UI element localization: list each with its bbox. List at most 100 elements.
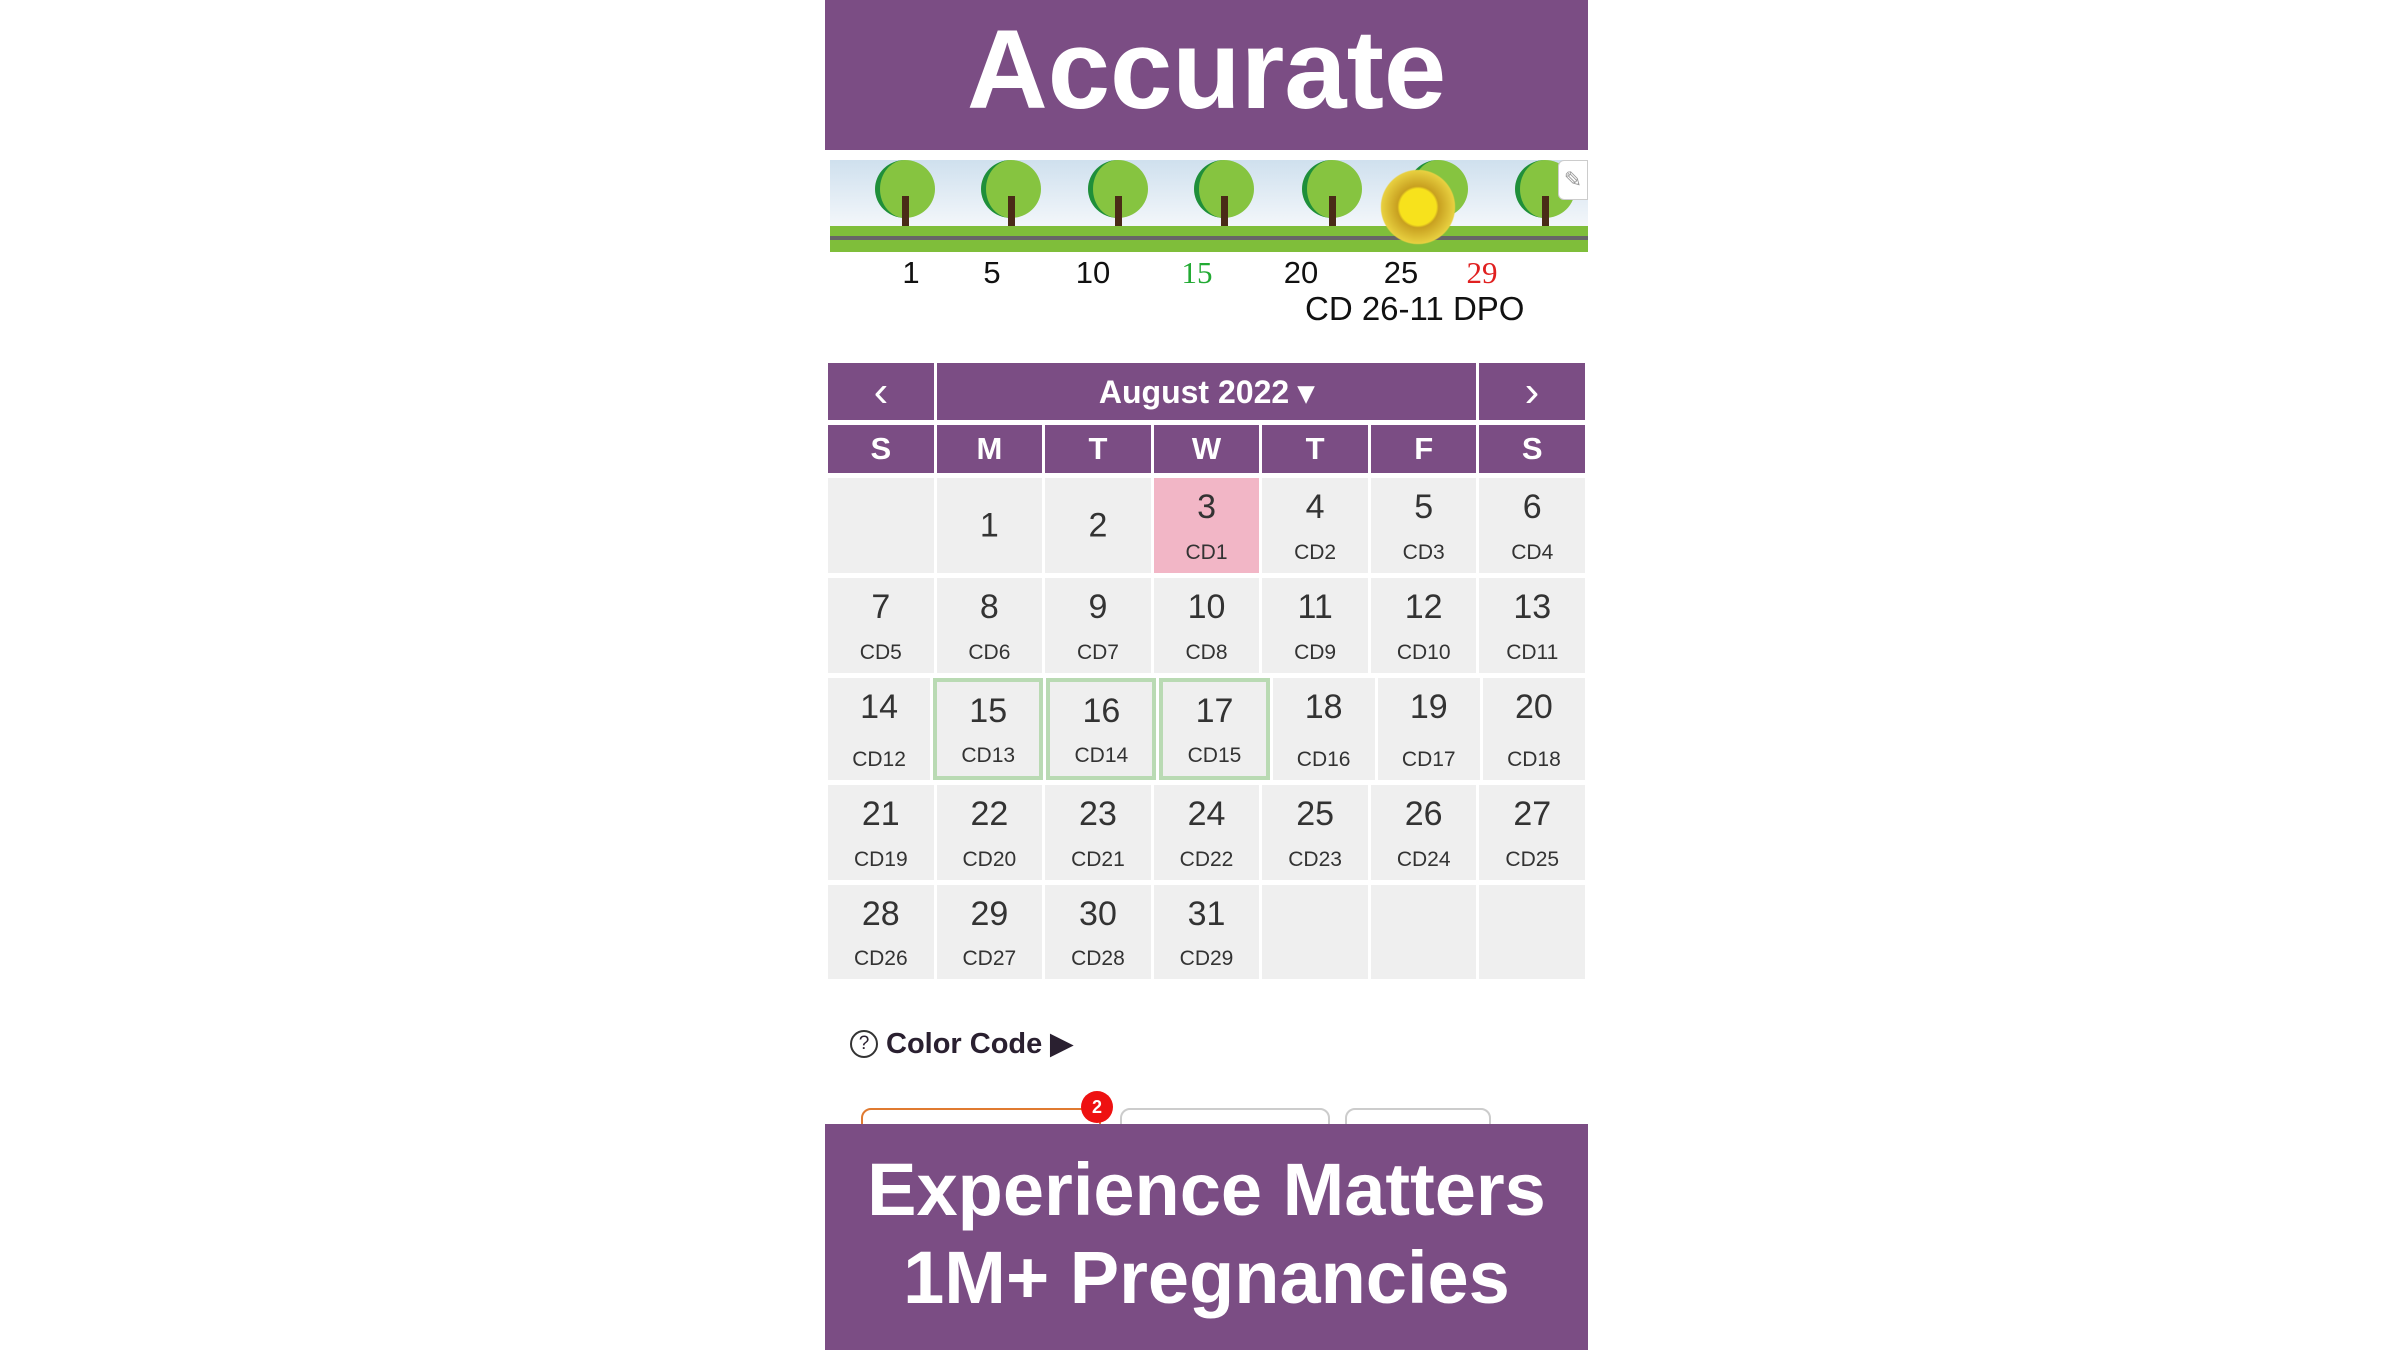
calendar-day[interactable]: 25 CD23	[1262, 785, 1368, 880]
color-code-toggle[interactable]: ? Color Code ▶	[850, 1026, 1073, 1061]
calendar-week: 14 CD12 15 CD13 16 CD14 17 CD15 18 CD16 19 CD17 20 CD…	[828, 678, 1585, 780]
cycle-day-label: CD21	[1071, 848, 1125, 871]
calendar-day[interactable]: 13 CD11	[1479, 578, 1586, 673]
calendar-empty-cell	[828, 478, 934, 573]
day-number: 3	[1197, 488, 1216, 526]
month-selector[interactable]: August 2022 ▾	[937, 363, 1476, 420]
cycle-day-label: CD20	[962, 848, 1017, 871]
day-number: 1	[979, 506, 999, 544]
calendar-day[interactable]: 29 CD27	[936, 885, 1043, 979]
tree-icon	[1302, 160, 1362, 230]
calendar-day[interactable]: 19 CD17	[1377, 678, 1480, 780]
calendar-day[interactable]: 30 CD28	[1045, 885, 1151, 979]
cycle-day-label: CD10	[1396, 641, 1451, 664]
calendar-day[interactable]: 9 CD7	[1045, 578, 1151, 673]
day-number: 29	[970, 895, 1009, 933]
cycle-day-label: CD26	[853, 947, 908, 970]
calendar-day[interactable]: 7 CD5	[828, 578, 934, 673]
calendar-day[interactable]: 11 CD9	[1262, 578, 1368, 673]
cycle-day-label: CD3	[1402, 541, 1445, 564]
cycle-day-label: CD25	[1505, 848, 1560, 871]
cycle-strip: ✎	[830, 160, 1588, 252]
calendar: ‹ August 2022 ▾ › S M T W T F S 1 2 3 CD1 4 C…	[828, 363, 1586, 979]
day-number: 13	[1513, 588, 1552, 626]
calendar-day[interactable]: 10 CD8	[1153, 578, 1260, 673]
calendar-day[interactable]: 3 CD1	[1153, 478, 1260, 573]
calendar-day[interactable]: 17 CD15	[1159, 678, 1270, 780]
calendar-day[interactable]: 27 CD25	[1479, 785, 1586, 880]
pencil-icon[interactable]: ✎	[1558, 160, 1588, 200]
calendar-day[interactable]: 24 CD22	[1153, 785, 1260, 880]
calendar-day[interactable]: 12 CD10	[1370, 578, 1477, 673]
calendar-day[interactable]: 31 CD29	[1153, 885, 1260, 979]
calendar-day[interactable]: 6 CD4	[1479, 478, 1586, 573]
weekday-label: S	[828, 425, 934, 473]
calendar-day[interactable]: 16 CD14	[1046, 678, 1157, 780]
day-number: 27	[1513, 795, 1552, 833]
day-number: 31	[1187, 895, 1226, 933]
cycle-day-label: CD4	[1511, 541, 1554, 564]
calendar-day[interactable]: 22 CD20	[936, 785, 1043, 880]
day-number: 7	[871, 588, 891, 626]
prev-month-button[interactable]: ‹	[828, 363, 934, 420]
calendar-day[interactable]: 26 CD24	[1370, 785, 1477, 880]
tree-icon	[1088, 160, 1148, 230]
cycle-day-label: CD22	[1179, 848, 1234, 871]
cycle-day-tick: 15	[1181, 255, 1213, 290]
calendar-day[interactable]: 21 CD19	[828, 785, 934, 880]
color-code-label: Color Code ▶	[886, 1028, 1073, 1060]
day-number: 11	[1297, 588, 1333, 626]
calendar-week: 1 2 3 CD1 4 CD2 5 CD3 6 CD4	[828, 478, 1586, 573]
day-number: 9	[1088, 588, 1108, 626]
day-number: 2	[1088, 506, 1108, 544]
weekday-label: M	[936, 425, 1043, 473]
calendar-day[interactable]: 23 CD21	[1045, 785, 1151, 880]
calendar-day[interactable]: 1	[936, 478, 1043, 573]
day-number: 30	[1079, 895, 1117, 933]
cycle-status: CD 26-11 DPO	[1305, 290, 1525, 327]
cycle-day-tick: 20	[1283, 255, 1319, 290]
weekday-header: S M T W T F S	[828, 425, 1586, 473]
day-number: 12	[1404, 588, 1443, 626]
cycle-day-label: CD2	[1294, 541, 1337, 564]
tree-icon	[1194, 160, 1254, 230]
cycle-day-label: CD5	[859, 641, 902, 664]
cycle-day-label: CD7	[1076, 641, 1119, 664]
calendar-day[interactable]: 5 CD3	[1370, 478, 1477, 573]
day-number: 23	[1079, 795, 1117, 833]
cycle-day-tick: 1	[902, 255, 920, 290]
cycle-day-label: CD11	[1506, 641, 1559, 664]
day-number: 4	[1305, 488, 1325, 526]
calendar-day[interactable]: 14 CD12	[828, 678, 931, 780]
cycle-day-tick: 25	[1383, 255, 1419, 290]
day-number: 16	[1082, 692, 1121, 730]
cycle-day-label: CD12	[852, 748, 906, 771]
cycle-day-tick: 5	[983, 255, 1001, 290]
cycle-day-label: CD19	[853, 848, 908, 871]
next-month-button[interactable]: ›	[1479, 363, 1585, 420]
calendar-day[interactable]: 28 CD26	[828, 885, 934, 979]
calendar-empty-cell	[1262, 885, 1368, 979]
headline-banner: Accurate	[825, 0, 1588, 150]
tagline-line-2: 1M+ Pregnancies	[903, 1236, 1510, 1319]
cycle-day-label: CD18	[1507, 748, 1561, 771]
cycle-day-label: CD6	[968, 641, 1011, 664]
calendar-day[interactable]: 4 CD2	[1262, 478, 1368, 573]
day-number: 10	[1187, 588, 1226, 626]
day-number: 21	[861, 795, 900, 833]
day-number: 15	[969, 692, 1008, 730]
calendar-day[interactable]: 18 CD16	[1272, 678, 1375, 780]
calendar-day[interactable]: 15 CD13	[933, 678, 1044, 780]
calendar-empty-cell	[1370, 885, 1477, 979]
cycle-day-label: CD29	[1179, 947, 1234, 970]
calendar-day[interactable]: 2	[1045, 478, 1151, 573]
calendar-week: 7 CD5 8 CD6 9 CD7 10 CD8 11 CD9 12 CD10 13 CD11	[828, 578, 1586, 673]
day-number: 26	[1404, 795, 1443, 833]
day-number: 20	[1515, 688, 1553, 726]
day-number: 6	[1522, 488, 1542, 526]
day-number: 5	[1414, 488, 1434, 526]
day-number: 18	[1304, 688, 1343, 726]
calendar-day[interactable]: 8 CD6	[936, 578, 1043, 673]
cycle-day-label: CD1	[1185, 541, 1228, 564]
calendar-day[interactable]: 20 CD18	[1482, 678, 1585, 780]
